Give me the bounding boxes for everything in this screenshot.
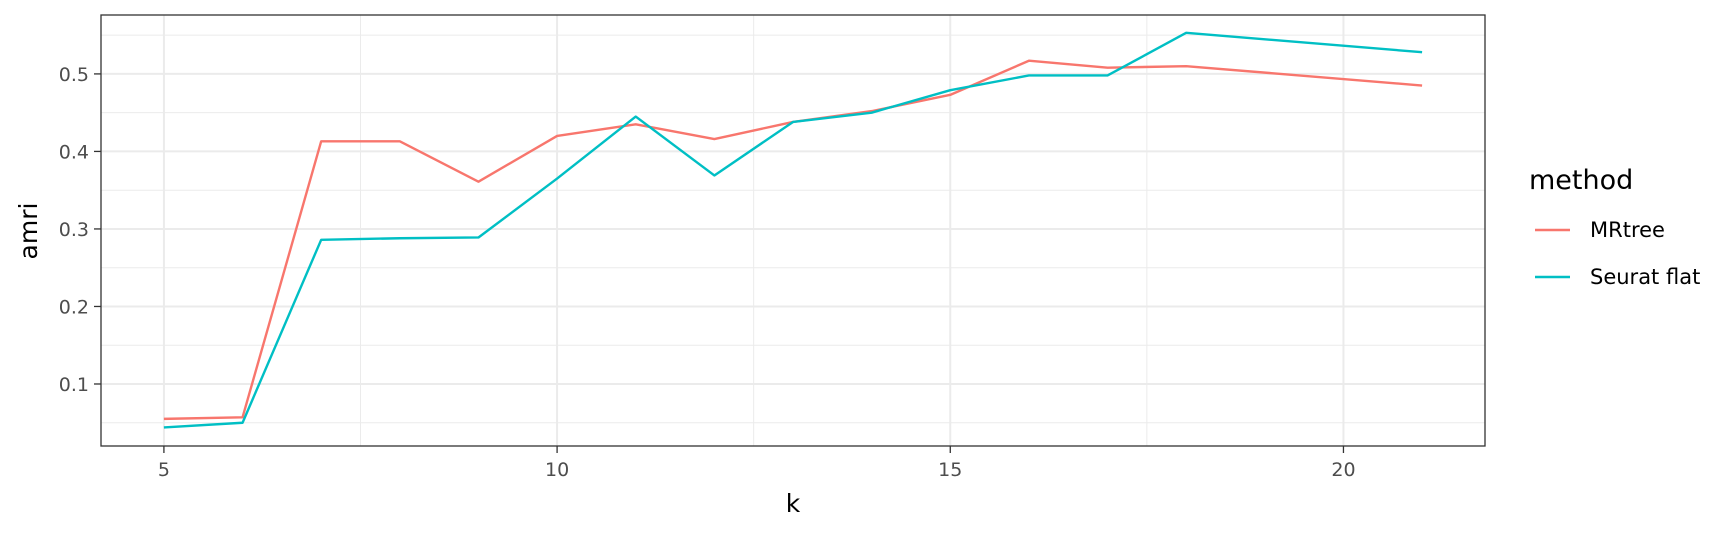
legend-title: method bbox=[1529, 165, 1633, 196]
x-axis-title: k bbox=[786, 489, 801, 518]
legend-items: MRtree Seurat flat bbox=[1535, 218, 1700, 289]
legend-label: MRtree bbox=[1590, 218, 1665, 242]
series-lines bbox=[163, 31, 1423, 429]
plot-panel bbox=[101, 15, 1485, 446]
x-axis: 5 10 15 20 bbox=[158, 446, 1356, 481]
plot-border bbox=[100, 14, 1486, 447]
y-tick-label: 0.5 bbox=[59, 64, 89, 86]
x-tick-label: 20 bbox=[1331, 459, 1355, 481]
major-gridlines bbox=[101, 15, 1485, 446]
minor-gridlines bbox=[101, 15, 1485, 446]
y-axis: 0.1 0.2 0.3 0.4 0.5 bbox=[59, 64, 101, 396]
series-line-seurat-flat bbox=[163, 31, 1423, 429]
y-axis-title: amri bbox=[14, 203, 43, 260]
x-tick-label: 10 bbox=[545, 459, 569, 481]
y-tick-label: 0.4 bbox=[59, 141, 89, 163]
x-tick-label: 15 bbox=[938, 459, 962, 481]
y-tick-label: 0.3 bbox=[59, 219, 89, 241]
y-tick-label: 0.1 bbox=[59, 374, 89, 396]
series-line-mrtree bbox=[163, 59, 1423, 421]
legend: method MRtree Seurat flat bbox=[1529, 165, 1700, 289]
legend-label: Seurat flat bbox=[1590, 265, 1700, 289]
y-tick-label: 0.2 bbox=[59, 296, 89, 318]
x-tick-label: 5 bbox=[158, 459, 170, 481]
